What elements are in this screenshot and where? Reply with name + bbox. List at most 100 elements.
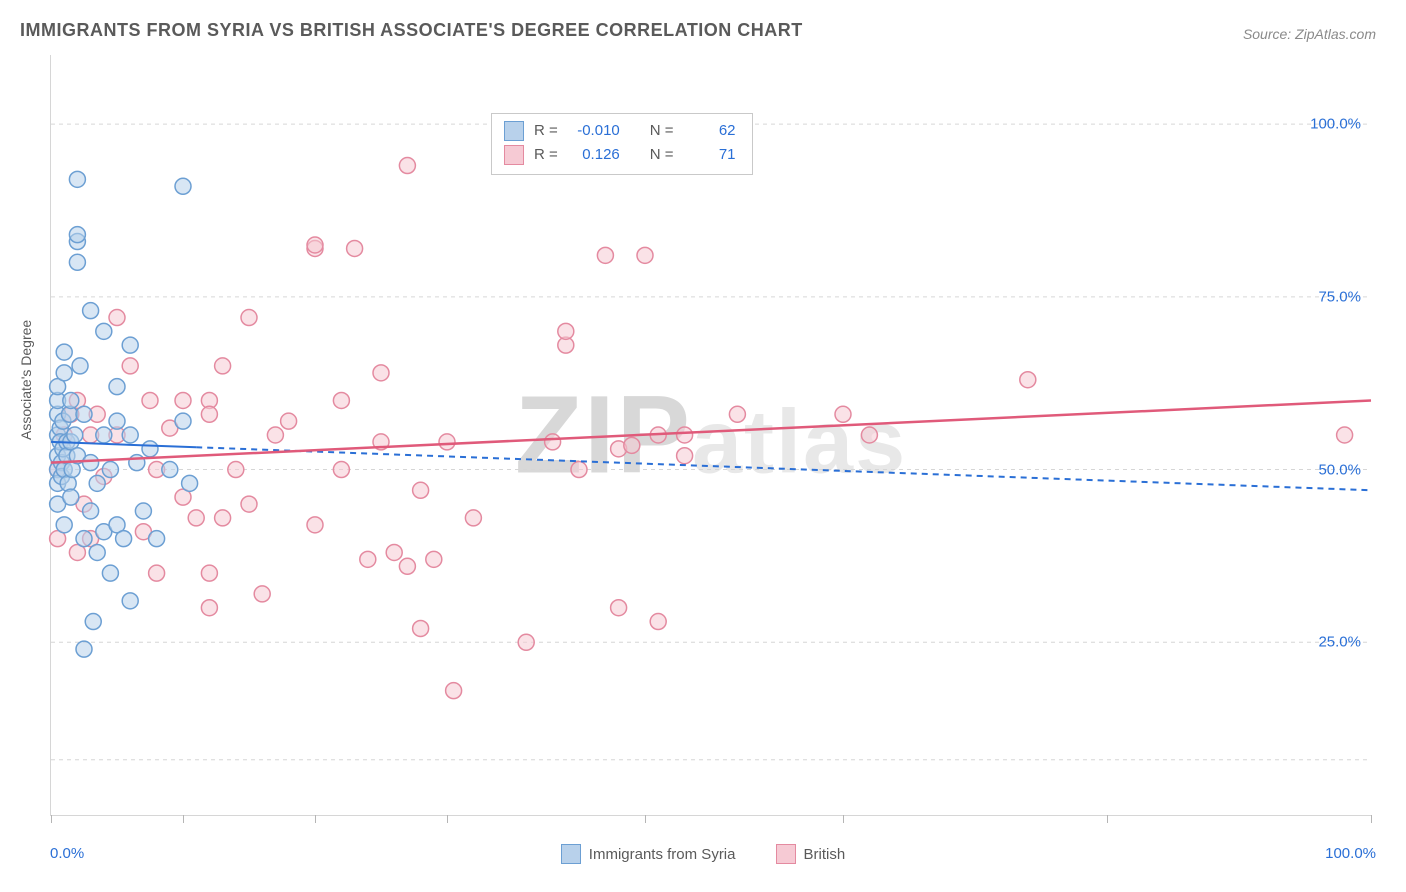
data-point-syria	[116, 531, 132, 547]
y-axis-title: Associate's Degree	[18, 320, 34, 440]
n-value-syria: 62	[684, 119, 736, 143]
x-tick	[51, 815, 52, 823]
data-point-british	[650, 614, 666, 630]
data-point-syria	[72, 358, 88, 374]
data-point-british	[624, 437, 640, 453]
y-tick-label: 25.0%	[1318, 634, 1361, 651]
data-point-british	[571, 462, 587, 478]
data-point-british	[333, 462, 349, 478]
x-tick	[1371, 815, 1372, 823]
data-point-syria	[56, 344, 72, 360]
x-tick-label-min: 0.0%	[50, 845, 84, 862]
data-point-syria	[175, 413, 191, 429]
chart-plot-area: ZIPatlas R = -0.010 N = 62 R = 0.126 N =…	[50, 55, 1371, 816]
data-point-british	[215, 358, 231, 374]
data-point-syria	[89, 475, 105, 491]
n-value-british: 71	[684, 143, 736, 167]
data-point-british	[267, 427, 283, 443]
data-point-british	[307, 517, 323, 533]
source-label: Source: ZipAtlas.com	[1243, 26, 1376, 42]
data-point-british	[465, 510, 481, 526]
data-point-british	[399, 558, 415, 574]
x-tick	[315, 815, 316, 823]
data-point-syria	[83, 503, 99, 519]
r-value-british: 0.126	[568, 143, 620, 167]
x-tick	[843, 815, 844, 823]
page-root: IMMIGRANTS FROM SYRIA VS BRITISH ASSOCIA…	[0, 0, 1406, 892]
data-point-syria	[96, 427, 112, 443]
data-point-syria	[162, 462, 178, 478]
data-point-british	[439, 434, 455, 450]
x-tick	[447, 815, 448, 823]
data-point-british	[677, 427, 693, 443]
r-label: R =	[534, 119, 558, 143]
data-point-british	[1020, 372, 1036, 388]
data-point-syria	[109, 413, 125, 429]
x-tick-label-max: 100.0%	[1325, 845, 1376, 862]
data-point-syria	[69, 227, 85, 243]
legend-item-british: British	[776, 844, 846, 864]
data-point-british	[597, 247, 613, 263]
data-point-british	[201, 406, 217, 422]
data-point-syria	[102, 462, 118, 478]
data-point-british	[201, 565, 217, 581]
legend-swatch-syria-bottom	[561, 844, 581, 864]
data-point-british	[413, 482, 429, 498]
data-point-british	[347, 240, 363, 256]
data-point-syria	[67, 427, 83, 443]
n-label-2: N =	[650, 143, 674, 167]
legend-swatch-syria	[504, 121, 524, 141]
data-point-british	[241, 310, 257, 326]
data-point-british	[201, 600, 217, 616]
legend-swatch-british	[504, 145, 524, 165]
data-point-british	[175, 392, 191, 408]
data-point-syria	[142, 441, 158, 457]
corr-row-british: R = 0.126 N = 71	[504, 143, 736, 167]
data-point-syria	[89, 544, 105, 560]
data-point-british	[142, 392, 158, 408]
data-point-syria	[69, 254, 85, 270]
data-point-british	[215, 510, 231, 526]
data-point-british	[558, 323, 574, 339]
data-point-british	[399, 158, 415, 174]
data-point-syria	[96, 323, 112, 339]
data-point-syria	[63, 489, 79, 505]
legend-label-syria: Immigrants from Syria	[589, 846, 736, 863]
data-point-british	[729, 406, 745, 422]
data-point-syria	[149, 531, 165, 547]
data-point-british	[386, 544, 402, 560]
data-point-syria	[109, 379, 125, 395]
data-point-syria	[122, 427, 138, 443]
legend-swatch-british-bottom	[776, 844, 796, 864]
data-point-syria	[129, 455, 145, 471]
data-point-syria	[175, 178, 191, 194]
y-tick-label: 50.0%	[1318, 461, 1361, 478]
data-point-british	[835, 406, 851, 422]
data-point-british	[611, 600, 627, 616]
r-label-2: R =	[534, 143, 558, 167]
data-point-british	[360, 551, 376, 567]
correlation-legend: R = -0.010 N = 62 R = 0.126 N = 71	[491, 113, 753, 175]
data-point-syria	[122, 593, 138, 609]
data-point-british	[446, 683, 462, 699]
data-point-british	[307, 237, 323, 253]
data-point-syria	[56, 365, 72, 381]
data-point-syria	[69, 171, 85, 187]
data-point-british	[637, 247, 653, 263]
data-point-syria	[76, 641, 92, 657]
data-point-syria	[85, 614, 101, 630]
n-label: N =	[650, 119, 674, 143]
data-point-british	[677, 448, 693, 464]
data-point-british	[122, 358, 138, 374]
legend-label-british: British	[804, 846, 846, 863]
data-point-british	[281, 413, 297, 429]
y-tick-label: 100.0%	[1310, 116, 1361, 133]
data-point-british	[861, 427, 877, 443]
x-tick	[645, 815, 646, 823]
data-point-british	[188, 510, 204, 526]
data-point-british	[254, 586, 270, 602]
data-point-syria	[76, 531, 92, 547]
data-point-british	[1337, 427, 1353, 443]
x-tick	[1107, 815, 1108, 823]
corr-row-syria: R = -0.010 N = 62	[504, 119, 736, 143]
